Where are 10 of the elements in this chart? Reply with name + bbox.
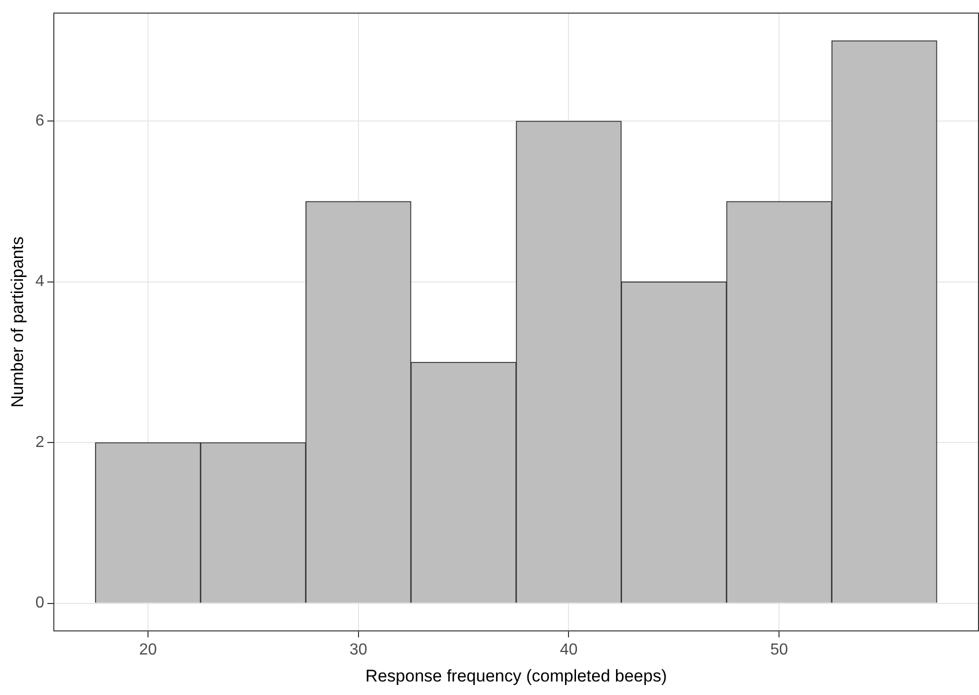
y-axis-title: Number of participants	[8, 236, 27, 408]
y-tick-label: 6	[35, 112, 44, 130]
y-tick-label: 4	[35, 273, 44, 290]
y-tick-label: 0	[35, 594, 44, 612]
x-axis-title: Response frequency (completed beeps)	[365, 666, 667, 686]
x-tick-label: 50	[770, 641, 788, 658]
x-tick-label: 40	[560, 641, 578, 658]
x-tick-label: 20	[139, 641, 157, 658]
y-tick-label: 2	[35, 434, 44, 451]
x-tick-label: 30	[349, 641, 368, 658]
